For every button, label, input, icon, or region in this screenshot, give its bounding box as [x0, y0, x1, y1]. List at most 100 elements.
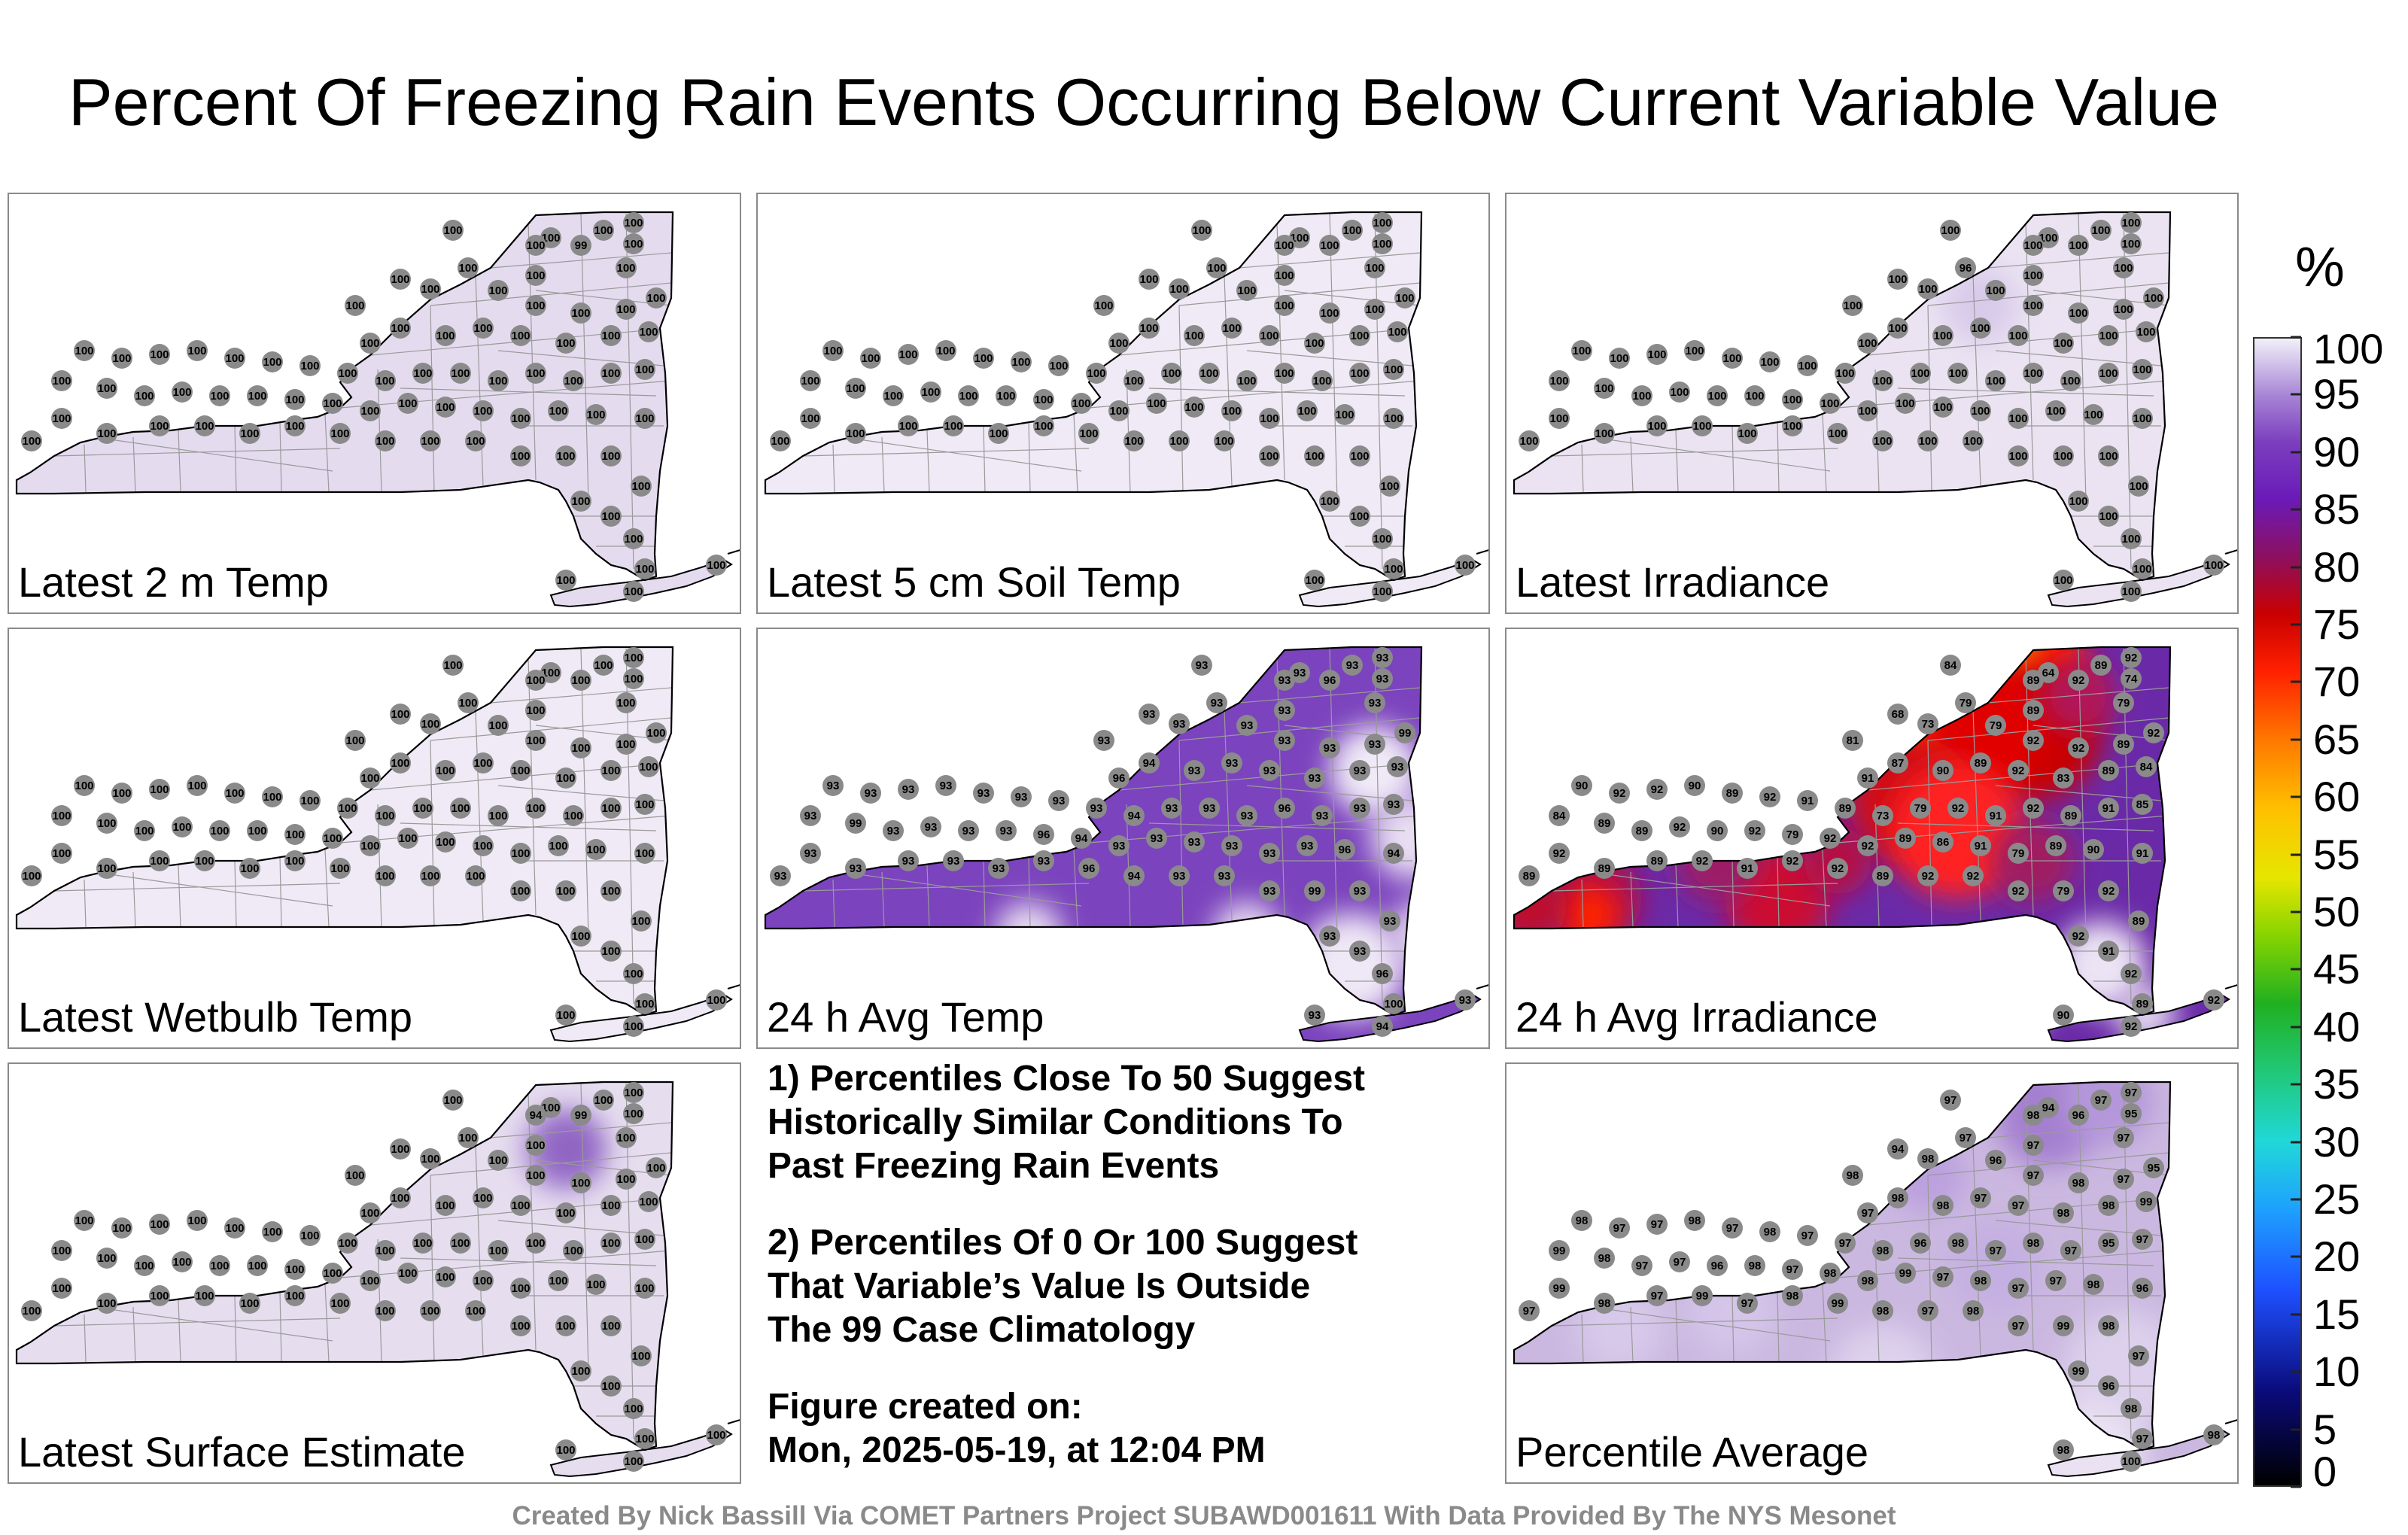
station-value: 99 — [2072, 1365, 2085, 1378]
county-line — [983, 860, 986, 928]
station-value: 100 — [1373, 585, 1391, 598]
station-value: 89 — [1877, 870, 1890, 883]
colorbar-tick-label: 0 — [2313, 1448, 2337, 1495]
station-value: 100 — [112, 352, 131, 365]
station-marker — [1887, 1187, 1908, 1208]
station-value: 100 — [1798, 360, 1817, 372]
station-marker — [2008, 445, 2029, 467]
county-line — [1874, 1239, 1880, 1363]
station-marker — [563, 1240, 584, 1261]
station-value: 100 — [511, 330, 530, 342]
station-value: 100 — [556, 1320, 575, 1333]
station-value: 100 — [1169, 283, 1188, 296]
station-marker — [996, 385, 1017, 406]
station-marker — [1033, 415, 1054, 436]
station-marker — [360, 835, 381, 856]
station-value: 100 — [707, 1429, 725, 1442]
station-marker — [149, 1285, 170, 1306]
station-marker — [2113, 1127, 2134, 1148]
coast-fragment — [2224, 984, 2237, 989]
station-value: 100 — [556, 1207, 575, 1220]
station-value: 100 — [398, 397, 417, 410]
station-value: 100 — [300, 1230, 319, 1242]
station-marker — [330, 858, 351, 879]
station-value: 100 — [959, 390, 977, 403]
station-marker — [1940, 1090, 1961, 1111]
station-value: 100 — [1275, 367, 1294, 380]
station-marker — [1312, 805, 1333, 826]
county-line — [1927, 717, 2169, 741]
station-marker — [600, 1233, 622, 1254]
station-value: 79 — [1914, 802, 1927, 815]
station-value: 100 — [526, 674, 545, 687]
station-value: 100 — [97, 382, 116, 395]
station-marker — [1917, 1148, 1938, 1169]
station-marker — [525, 730, 546, 751]
colorbar-tick-mark — [2291, 1370, 2301, 1373]
station-marker — [1364, 734, 1385, 755]
station-marker — [2053, 1315, 2074, 1336]
station-value: 100 — [360, 1275, 379, 1287]
station-marker — [1932, 1195, 1953, 1216]
station-value: 93 — [804, 847, 817, 860]
station-value: 100 — [1384, 998, 1403, 1011]
station-value: 100 — [1320, 307, 1339, 320]
station-marker — [1349, 798, 1370, 819]
station-marker — [21, 430, 42, 451]
station-value: 94 — [1075, 832, 1088, 845]
station-value: 97 — [1636, 1260, 1649, 1272]
station-marker — [2053, 768, 2074, 789]
station-value: 100 — [2054, 574, 2072, 587]
station-value: 100 — [1963, 435, 1982, 448]
station-value: 100 — [195, 855, 214, 868]
station-marker — [525, 1165, 546, 1186]
station-marker — [1722, 783, 1743, 804]
station-value: 93 — [1226, 840, 1239, 853]
station-marker — [2008, 1195, 2029, 1216]
station-value: 97 — [1523, 1305, 1536, 1318]
station-value: 91 — [1741, 862, 1754, 875]
station-marker — [1379, 476, 1400, 497]
panel-label: Latest 2 m Temp — [18, 558, 329, 606]
station-value: 100 — [1237, 375, 1256, 388]
station-marker — [2098, 1233, 2119, 1254]
station-value: 100 — [240, 427, 259, 440]
county-line — [132, 436, 136, 493]
station-value: 100 — [488, 1245, 507, 1257]
station-value: 100 — [801, 412, 819, 425]
note-line: That Variable’s Value Is Outside — [768, 1266, 1311, 1306]
station-value: 93 — [1324, 930, 1336, 943]
station-value: 100 — [391, 322, 409, 335]
station-value: 100 — [635, 563, 654, 576]
station-marker — [1782, 1259, 1803, 1280]
station-marker — [420, 278, 441, 299]
colorbar-tick-label: 10 — [2313, 1348, 2361, 1396]
county-line — [1088, 380, 1421, 409]
station-value: 100 — [526, 1139, 545, 1152]
station-value: 83 — [2057, 772, 2070, 785]
county-line — [497, 785, 664, 801]
colorbar-unit: % — [2295, 236, 2345, 298]
station-marker — [2083, 839, 2104, 860]
colorbar-tick-mark — [2291, 680, 2301, 683]
station-value: 100 — [97, 427, 116, 440]
station-value: 100 — [1350, 367, 1369, 380]
station-value: 100 — [2039, 232, 2057, 245]
station-value: 100 — [1820, 397, 1839, 410]
station-marker — [172, 816, 193, 837]
station-marker — [1895, 828, 1916, 849]
station-value: 85 — [2136, 798, 2149, 811]
station-value: 92 — [1824, 832, 1837, 845]
station-value: 100 — [586, 843, 605, 856]
station-value: 89 — [2065, 810, 2078, 822]
station-value: 96 — [1324, 674, 1336, 687]
station-value: 100 — [1888, 273, 1907, 286]
station-marker — [623, 528, 644, 549]
station-marker — [1304, 333, 1325, 354]
county-line — [339, 1250, 672, 1278]
station-marker — [1970, 1187, 1991, 1208]
station-marker — [570, 926, 591, 947]
station-value: 100 — [172, 821, 191, 834]
county-line — [178, 1299, 181, 1363]
station-value: 100 — [391, 708, 409, 721]
